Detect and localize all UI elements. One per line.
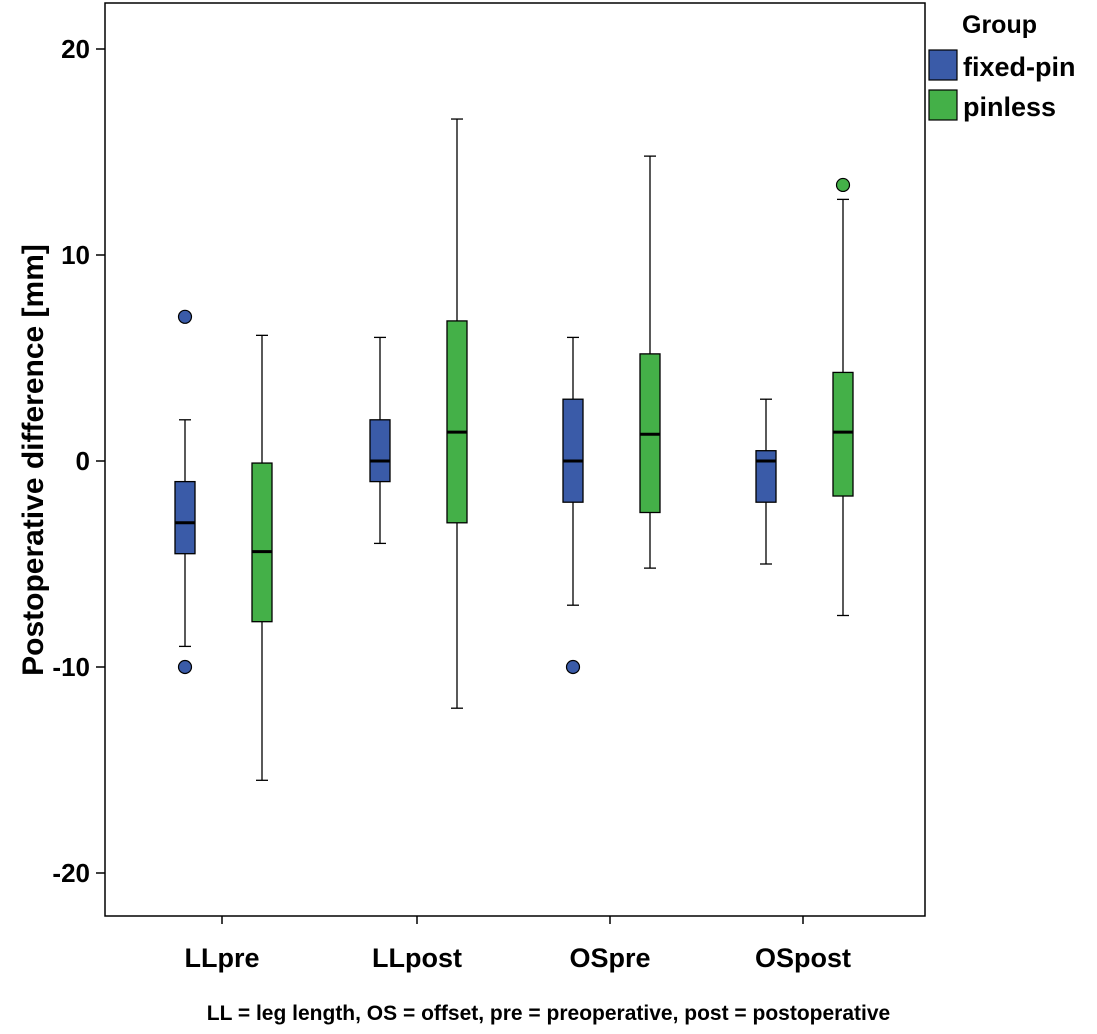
box-fixed-pin-OSpre [562,336,584,675]
y-axis: -20 -10 0 10 20 [52,34,105,888]
box-pinless-LLpost [446,118,468,709]
legend: Group fixed-pin pinless [928,11,1076,122]
y-tick-label: -10 [52,652,90,682]
outlier-point [177,659,193,675]
box-fixed-pin-LLpre [174,309,196,675]
y-tick-label: 10 [61,240,90,270]
box-fixed-pin-OSpost [755,398,777,565]
y-tick-label: 0 [76,446,90,476]
box-iqr [832,371,854,497]
box-iqr [446,320,468,524]
box-iqr [755,450,777,503]
box-iqr [369,419,391,483]
outlier-point [177,309,193,324]
box-iqr [174,480,196,555]
x-tick-label: LLpre [184,943,259,973]
outlier-point [835,177,851,193]
plot-area-frame [104,2,926,917]
x-tick-label: OSpre [569,943,650,973]
box-pinless-OSpre [639,155,661,569]
outlier-point [565,659,581,675]
y-tick-label: 20 [61,34,90,64]
y-axis-label: Postoperative difference [mm] [17,244,50,676]
y-tick-label: -20 [52,858,90,888]
box-pinless-OSpost [832,177,854,617]
legend-label-fixed-pin: fixed-pin [963,52,1076,82]
box-iqr [251,462,273,623]
x-tick-label: OSpost [755,943,851,973]
legend-swatch-fixed-pin [928,49,958,81]
legend-label-pinless: pinless [963,92,1056,122]
figure-caption: LL = leg length, OS = offset, pre = preo… [206,1002,891,1025]
box-series [174,118,854,781]
x-axis: LLpre LLpost OSpre OSpost [184,916,851,973]
legend-title: Group [962,11,1037,39]
box-pinless-LLpre [251,334,273,781]
legend-swatch-pinless [928,89,958,121]
x-tick-label: LLpost [372,943,462,973]
box-fixed-pin-LLpost [369,336,391,545]
box-iqr [562,398,584,503]
